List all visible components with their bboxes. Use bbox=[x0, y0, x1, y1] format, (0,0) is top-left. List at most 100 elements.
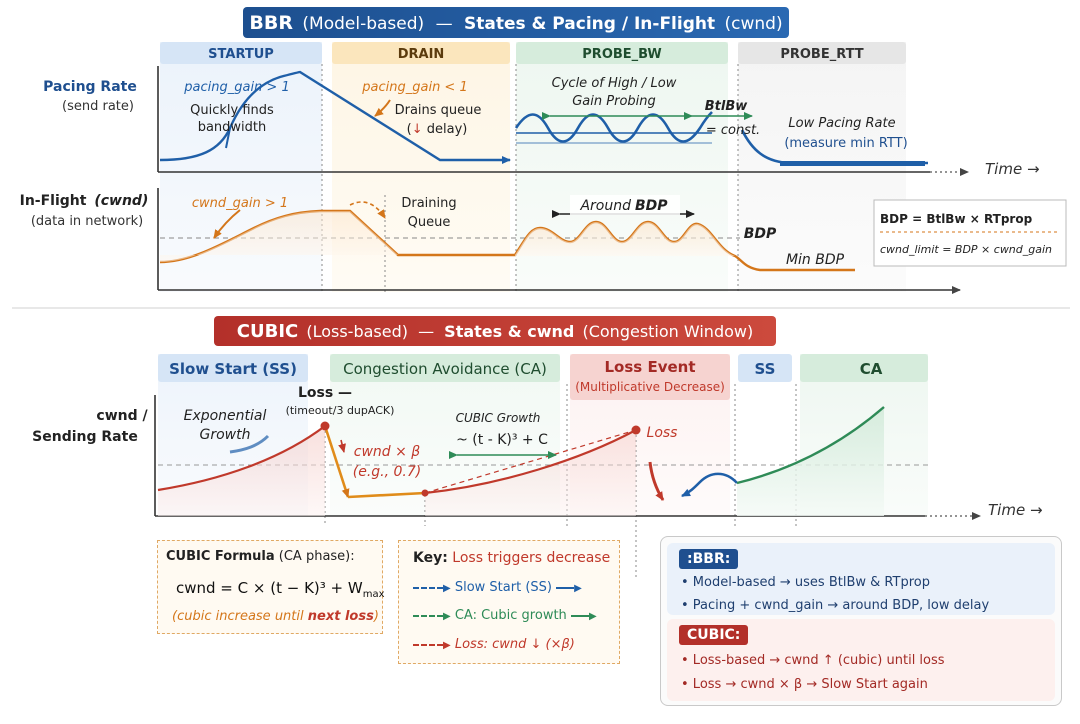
bbr-title-states: States & Pacing / In-Flight bbox=[464, 14, 715, 34]
cubic-formula-title-suffix: (CA phase): bbox=[274, 549, 355, 564]
key-item-ss: ▶ Slow Start (SS) ▶ bbox=[413, 580, 633, 595]
ann-loss-sub: (timeout/3 dupACK) bbox=[286, 404, 395, 417]
pacing-rate-curve bbox=[159, 70, 928, 166]
cubic-formula-note: (cubic increase until next loss) bbox=[172, 609, 396, 624]
ann-low-pacing: Low Pacing Rate bbox=[788, 116, 895, 131]
svg-text:BBR (Model-based): BBR (Model-based) — States & Pacing / In… bbox=[249, 12, 782, 34]
ann-bandwidth: bandwidth bbox=[198, 120, 267, 135]
key-item-ss-label: Slow Start (SS) bbox=[454, 580, 552, 595]
bdp-formula-box: BDP = BtlBw × RTprop cwnd_limit = BDP × … bbox=[873, 199, 1067, 267]
ann-btlbw: BtlBw bbox=[705, 99, 748, 114]
bbr-title-main: BBR bbox=[249, 12, 293, 34]
bbr-title-sub: (Model-based) bbox=[302, 14, 424, 34]
cubic-title-banner: CUBIC (Loss-based) — States & cwnd (Cong… bbox=[214, 316, 776, 346]
cubic-summary: CUBIC: • Loss-based → cwnd ↑ (cubic) unt… bbox=[667, 619, 1055, 701]
comparison-panel: :BBR: • Model-based → uses BtlBw & RTpro… bbox=[660, 536, 1062, 706]
pacing-rate-label: Pacing Rate bbox=[43, 79, 137, 95]
ann-cwnd-beta: cwnd × β bbox=[354, 444, 421, 460]
bbr-tag: :BBR: bbox=[679, 549, 739, 569]
bbr-title-dash: — bbox=[436, 14, 453, 34]
key-title-red: Loss triggers decrease bbox=[452, 550, 611, 566]
key-item-loss-label: Loss: cwnd ↓ (×β) bbox=[454, 637, 575, 652]
cubic-formula-sub: max bbox=[362, 589, 385, 600]
ann-measure-rtt: (measure min RTT) bbox=[784, 136, 907, 151]
cubic-phase-ca: Congestion Avoidance (CA) bbox=[343, 360, 547, 378]
cubic-title-sub: (Loss-based) bbox=[306, 322, 408, 341]
cubic-title-states: States & cwnd bbox=[444, 322, 574, 341]
ann-exponential: Exponential bbox=[184, 408, 267, 424]
cubic-formula-title: CUBIC Formula bbox=[166, 549, 275, 564]
cubic-phase-ss2: SS bbox=[755, 360, 776, 378]
phase-probertt-label: PROBE_RTT bbox=[780, 47, 863, 62]
ann-cubic-growth: CUBIC Growth bbox=[456, 411, 541, 425]
cubic-phase-loss: Loss Event bbox=[605, 358, 696, 376]
bbr-phase-headers: STARTUP DRAIN PROBE_BW PROBE_RTT bbox=[160, 42, 906, 64]
ann-pacing-gain-up: pacing_gain > 1 bbox=[183, 80, 289, 95]
cubic-formula-row: cwnd = C × (t − K)³ + Wmax bbox=[176, 579, 400, 600]
cubic-note-b: next loss bbox=[307, 609, 374, 624]
phase-drain-label: DRAIN bbox=[398, 47, 445, 62]
cubic-tag: CUBIC: bbox=[679, 625, 749, 645]
ann-pacing-gain-down: pacing_gain < 1 bbox=[361, 80, 467, 95]
cubic-title-dash: — bbox=[418, 322, 434, 341]
key-title: Key: bbox=[413, 550, 448, 566]
inflight-sublabel: (data in network) bbox=[31, 214, 143, 229]
cubic-formula-text: cwnd = C × (t − K)³ + W bbox=[176, 579, 363, 597]
phase-startup-label: STARTUP bbox=[208, 47, 274, 62]
cubic-item-1: • Loss-based → cwnd ↑ (cubic) until loss bbox=[681, 653, 945, 668]
ann-bdp: BDP bbox=[744, 226, 777, 242]
bbr-title-banner: BBR (Model-based) — States & Pacing / In… bbox=[243, 7, 789, 38]
key-item-ca-label: CA: Cubic growth bbox=[454, 608, 567, 623]
cubic-phase-ss: Slow Start (SS) bbox=[169, 360, 297, 378]
ann-cwnd-gain: cwnd_gain > 1 bbox=[192, 196, 288, 211]
inflight-annotations: cwnd_gain > 1 Draining Queue Around BDP B… bbox=[192, 195, 845, 268]
bbr-item-1: • Model-based → uses BtlBw & RTprop bbox=[681, 575, 930, 590]
cubic-time-label: Time → bbox=[988, 501, 1043, 519]
ann-draining-queue: Queue bbox=[408, 215, 451, 230]
ann-delay: (↓ delay) bbox=[407, 122, 468, 137]
ann-loss2: Loss bbox=[647, 425, 678, 441]
ann-draining: Draining bbox=[401, 196, 456, 211]
ann-const: = const. bbox=[706, 123, 760, 138]
cubic-title-cw: (Congestion Window) bbox=[582, 322, 753, 341]
cubic-annotations: Exponential Growth Loss — (timeout/3 dup… bbox=[184, 385, 678, 480]
inflight-label: In-Flight (cwnd) bbox=[20, 193, 149, 209]
ann-growth-formula: ~ (t - K)³ + C bbox=[456, 432, 548, 448]
key-panel: Key: Loss triggers decrease ▶ Slow Start… bbox=[398, 540, 620, 664]
ann-around-bdp: Around BDP bbox=[579, 198, 668, 214]
ann-growth: Growth bbox=[200, 427, 251, 443]
cubic-phase-headers: Slow Start (SS) Congestion Avoidance (CA… bbox=[158, 354, 928, 400]
inflight-curve bbox=[159, 201, 855, 272]
cubic-formula-title-row: CUBIC Formula (CA phase): bbox=[166, 549, 390, 564]
cubic-formula-panel: CUBIC Formula (CA phase): cwnd = C × (t … bbox=[157, 540, 385, 634]
cubic-phase-loss-sub: (Multiplicative Decrease) bbox=[575, 380, 725, 394]
bdp-formula-line2: cwnd_limit = BDP × cwnd_gain bbox=[880, 243, 1052, 256]
ann-cycle-1: Cycle of High / Low bbox=[552, 76, 677, 91]
key-item-loss: ▶ Loss: cwnd ↓ (×β) bbox=[413, 637, 633, 652]
inflight-axes bbox=[157, 188, 961, 294]
pacing-time-label: Time → bbox=[985, 160, 1040, 178]
cubic-phase-ca2: CA bbox=[860, 360, 883, 378]
svg-text:CUBIC (Loss-based): CUBIC (Loss-based) — States & cwnd (Cong… bbox=[237, 321, 753, 342]
phase-probebw-label: PROBE_BW bbox=[582, 47, 661, 62]
bbr-item-2: • Pacing + cwnd_gain → around BDP, low d… bbox=[681, 598, 990, 613]
pacing-rate-sublabel: (send rate) bbox=[62, 99, 134, 114]
pacing-axes bbox=[157, 66, 969, 176]
bbr-summary: :BBR: • Model-based → uses BtlBw & RTpro… bbox=[667, 543, 1055, 615]
ann-eg: (e.g., 0.7) bbox=[353, 464, 422, 480]
ann-min-bdp: Min BDP bbox=[786, 252, 845, 268]
cubic-axis-label-1: cwnd / bbox=[96, 408, 148, 424]
ann-quickly-finds: Quickly finds bbox=[190, 103, 274, 118]
key-title-row: Key: Loss triggers decrease bbox=[413, 550, 633, 566]
ann-drains-queue: Drains queue bbox=[395, 103, 482, 118]
bbr-title-cwnd: (cwnd) bbox=[725, 14, 783, 34]
bdp-formula-line1: BDP = BtlBw × RTprop bbox=[880, 212, 1033, 226]
cubic-curves bbox=[157, 406, 885, 516]
cubic-note-c: ) bbox=[373, 609, 379, 624]
cubic-title-main: CUBIC bbox=[237, 321, 298, 342]
cubic-item-2: • Loss → cwnd × β → Slow Start again bbox=[681, 677, 928, 692]
ann-cycle-2: Gain Probing bbox=[572, 94, 656, 109]
cubic-axis-label-2: Sending Rate bbox=[32, 429, 138, 445]
